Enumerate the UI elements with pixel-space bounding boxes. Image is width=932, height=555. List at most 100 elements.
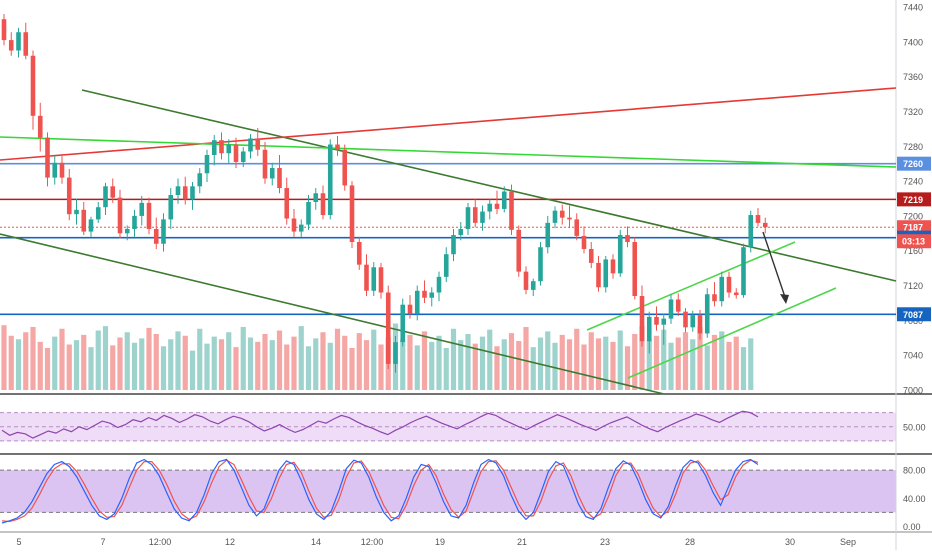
candle-body (110, 186, 116, 198)
volume-bar (298, 326, 304, 390)
volume-bar (697, 327, 703, 390)
candle-body (755, 215, 761, 223)
candle-body (414, 290, 420, 314)
candle (248, 134, 253, 159)
candle-body (429, 292, 435, 298)
candle (603, 255, 609, 293)
candle (487, 199, 493, 220)
volume-bar (566, 339, 573, 390)
candle-body (23, 32, 29, 56)
candle-body (741, 247, 746, 296)
candle-body (385, 292, 391, 364)
candle (37, 102, 43, 152)
candle-body (378, 267, 384, 293)
volume-bar (305, 346, 312, 390)
volume-bar (15, 339, 22, 390)
rising-channel-upper-line[interactable] (586, 241, 796, 331)
volume-bar (508, 333, 515, 390)
volume-bar (603, 336, 609, 390)
candle (668, 294, 674, 324)
candle-body (284, 188, 290, 219)
bar-countdown-badge-bg (897, 234, 931, 249)
price-axis-tick-label: 7280 (903, 142, 923, 152)
candle (349, 181, 355, 249)
candle (646, 311, 652, 354)
candle-body (371, 267, 377, 291)
stochastic-axis-tick-label: 0.00 (903, 522, 921, 532)
volume-bar (545, 331, 551, 390)
candle-body (219, 140, 224, 154)
candle (465, 202, 471, 236)
volume-bar (226, 332, 232, 390)
volume-bar (52, 336, 58, 390)
stochastic-axis-tick-label: 80.00 (903, 466, 926, 476)
volume-bar (284, 344, 290, 390)
price-axis-tick-label: 7160 (903, 246, 923, 256)
volume-bar (153, 334, 159, 390)
volume-bar (450, 328, 457, 390)
candle (103, 182, 108, 216)
stochastic-d-line (1, 459, 759, 523)
candle-body (574, 219, 580, 236)
candle (451, 228, 456, 262)
volume-bar (371, 329, 377, 390)
volume-bar (443, 348, 449, 390)
candle (74, 198, 79, 225)
candle (632, 236, 638, 300)
descending-channel-upper-line[interactable] (81, 89, 897, 282)
candle-body (646, 316, 652, 342)
candle-body (501, 191, 507, 209)
candle (168, 188, 174, 229)
volume-bar (59, 328, 65, 390)
candle (117, 189, 123, 239)
candle-body (66, 177, 72, 215)
candle-body (313, 193, 319, 202)
candle-body (320, 193, 326, 216)
rising-resistance-line[interactable] (0, 87, 897, 161)
candle-body (567, 217, 572, 220)
candle-body (335, 144, 340, 150)
candle-body (161, 219, 166, 244)
candle-body (472, 207, 478, 223)
candle (480, 205, 485, 231)
bar-countdown-badge: 03:13 (897, 234, 931, 249)
candle (385, 285, 391, 370)
candle-body (704, 294, 710, 334)
volume-bar (356, 333, 362, 390)
candle-body (211, 140, 217, 155)
volume-bar (363, 340, 370, 390)
candle-body (683, 311, 688, 328)
candle (269, 162, 275, 186)
candle-body (103, 186, 108, 208)
volume-bar (124, 332, 130, 390)
candle (661, 313, 667, 345)
rising-channel-lower-line[interactable] (627, 287, 837, 379)
candle (161, 213, 166, 252)
candle-body (204, 154, 210, 174)
candle-body (342, 149, 348, 186)
volume-bar (494, 346, 500, 390)
time-axis-tick-label: 23 (600, 537, 610, 547)
candle-body (1, 19, 7, 41)
volume-bar (429, 341, 435, 390)
candle-body (226, 144, 232, 154)
candle-body (356, 242, 362, 265)
candle-body (422, 290, 427, 298)
projection-arrow-line[interactable] (762, 231, 787, 301)
falling-resistance-line[interactable] (0, 136, 897, 168)
price-axis-tick-label: 7320 (903, 107, 923, 117)
candle-body (197, 173, 203, 187)
candle-body (697, 315, 703, 334)
volume-bar (269, 340, 275, 390)
volume-bar (668, 342, 674, 390)
candle (501, 186, 507, 213)
candle (45, 132, 50, 187)
candle (422, 280, 427, 303)
candle-body (690, 315, 696, 328)
candle (538, 242, 543, 286)
volume-bar (168, 339, 174, 390)
descending-channel-lower-line[interactable] (0, 233, 665, 395)
candle-body (306, 201, 311, 225)
